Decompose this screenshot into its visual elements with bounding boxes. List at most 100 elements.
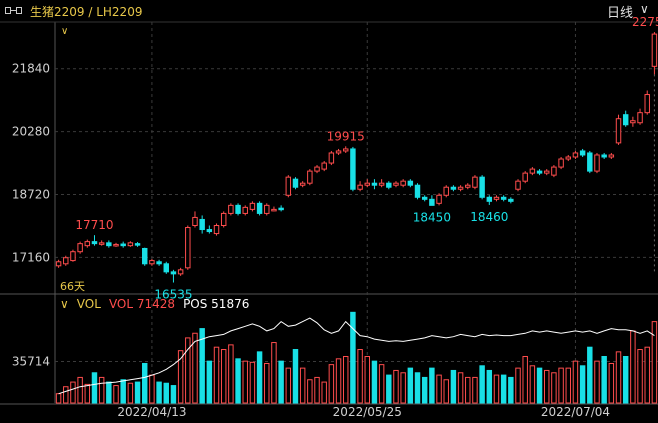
volume-bar [536,367,543,404]
volume-bar [386,374,392,404]
header-bar: 生猪2209 / LH2209 日线 ∨ [0,0,658,22]
volume-bar [249,361,256,404]
volume-bar [285,367,292,404]
candle-body [544,170,550,174]
candle-body [500,196,507,200]
candle-body [572,152,579,158]
volume-bar [500,374,507,404]
pos-line [58,317,655,395]
volume-bar [70,381,76,404]
candle-body [292,178,299,188]
volume-bar [493,374,500,404]
volume-bar [400,372,406,404]
candle-body [436,194,442,204]
x-tick-label: 2022/05/25 [333,405,402,419]
volume-bar [271,342,277,404]
candle-body [335,150,342,154]
volume-bar [443,379,449,404]
volume-bar [551,372,557,404]
candle-body [393,182,399,186]
volume-bar [594,360,600,404]
candle-body [55,261,62,267]
candle-body [630,120,636,124]
candle-body [357,184,363,190]
chevron-down-icon[interactable]: ∨ [61,26,69,37]
volume-bar [192,332,198,404]
volume-bar [149,374,155,404]
candle-body [120,243,126,247]
price-annotation: 16535 [154,288,192,302]
volume-bar [228,344,234,404]
collapse-vol-icon[interactable]: ∨ [60,297,69,311]
candle-body [522,172,528,182]
volume-bar [170,385,177,404]
vol-value: VOL 71428 [108,297,176,311]
volume-bar [651,321,658,404]
volume-bar [457,372,464,404]
volume-bar [264,362,270,404]
candle-body [314,166,320,172]
volume-bar [371,360,378,404]
candle-body [493,196,500,200]
volume-bar [220,349,227,404]
volume-bar [199,328,205,404]
volume-bar [630,330,636,404]
price-annotation: 19915 [327,129,365,143]
candle-body [206,229,213,233]
candle-body [177,269,184,275]
volume-bar [414,372,421,404]
candle-body [91,241,98,245]
volume-bar [134,381,141,404]
volume-bar [63,386,69,404]
symbol-title[interactable]: 生猪2209 / LH2209 [30,5,143,19]
candle-body [508,198,514,202]
menu-toggle-icon[interactable] [5,7,22,14]
period-selector[interactable]: 日线 [607,6,634,21]
volume-bar [436,374,442,404]
volume-bar [508,376,514,404]
volume-bar [622,356,629,404]
candle-body [98,242,105,245]
candle-body [465,184,471,188]
candle-body [644,94,650,114]
vol-title: VOL [76,297,101,311]
candle-body [565,156,571,160]
volume-bar [235,358,241,404]
chevron-down-icon[interactable]: ∨ [640,2,649,16]
volume-bar [364,356,370,404]
candle-body [551,166,557,176]
candle-body [371,182,378,186]
candle-body [515,180,521,190]
volume-bar [321,381,327,404]
candle-body [70,251,76,262]
y-tick-label: 20280 [12,125,50,139]
volume-bar [335,358,342,404]
candle-body [414,184,421,198]
candle-body [407,180,414,186]
volume-bar [522,356,528,404]
volume-bar [450,369,457,404]
volume-bar [77,376,83,404]
volume-bar [378,364,385,404]
candle-body [429,198,435,206]
volume-bar [242,360,248,404]
candle-body [457,186,464,190]
volume-bar [91,372,98,404]
candle-body [343,148,349,152]
candle-body [350,148,356,190]
volume-bar [421,376,428,404]
volume-bar [529,365,536,404]
candle-body [156,261,162,265]
candle-body [271,208,277,212]
candle-body [213,225,220,235]
candle-body [386,182,392,188]
volume-bar [206,360,213,404]
candle-body [479,176,485,198]
candle-body [142,247,148,265]
candle-body [63,257,69,265]
candle-body [185,227,191,269]
volume-bar [407,367,414,404]
candle-body [256,202,263,214]
volume-bar [608,362,615,404]
